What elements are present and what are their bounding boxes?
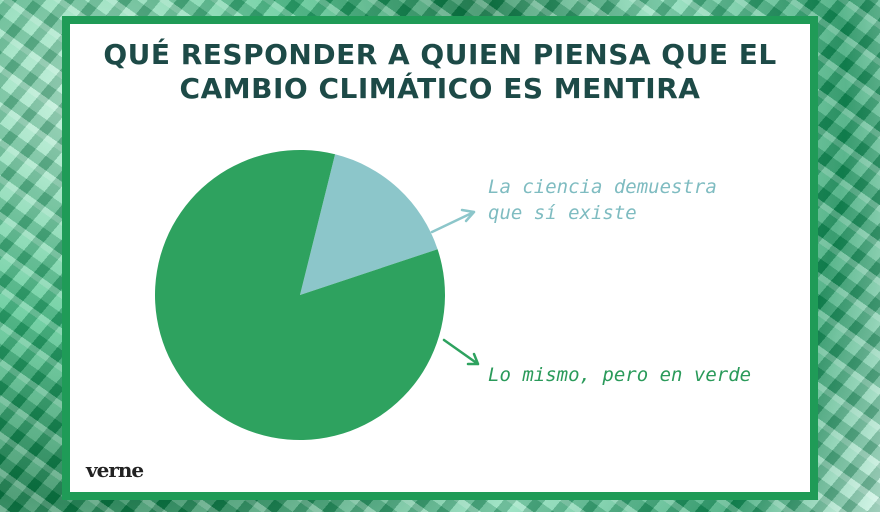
slice-label: Lo mismo, pero en verde [488, 364, 752, 386]
brand-logo: verne [86, 458, 144, 482]
chart-title: QUÉ RESPONDER A QUIEN PIENSA QUE EL CAMB… [103, 38, 777, 105]
pie-slice [154, 149, 445, 440]
slice-label: La ciencia demuestra que sí existe [488, 176, 717, 224]
pie [154, 149, 445, 440]
arrow [442, 338, 480, 366]
pie-slice [300, 154, 438, 295]
arrow [430, 208, 476, 234]
arrows [430, 208, 480, 366]
